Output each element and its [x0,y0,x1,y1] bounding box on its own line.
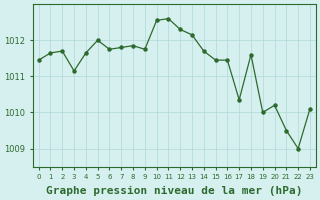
X-axis label: Graphe pression niveau de la mer (hPa): Graphe pression niveau de la mer (hPa) [46,186,303,196]
